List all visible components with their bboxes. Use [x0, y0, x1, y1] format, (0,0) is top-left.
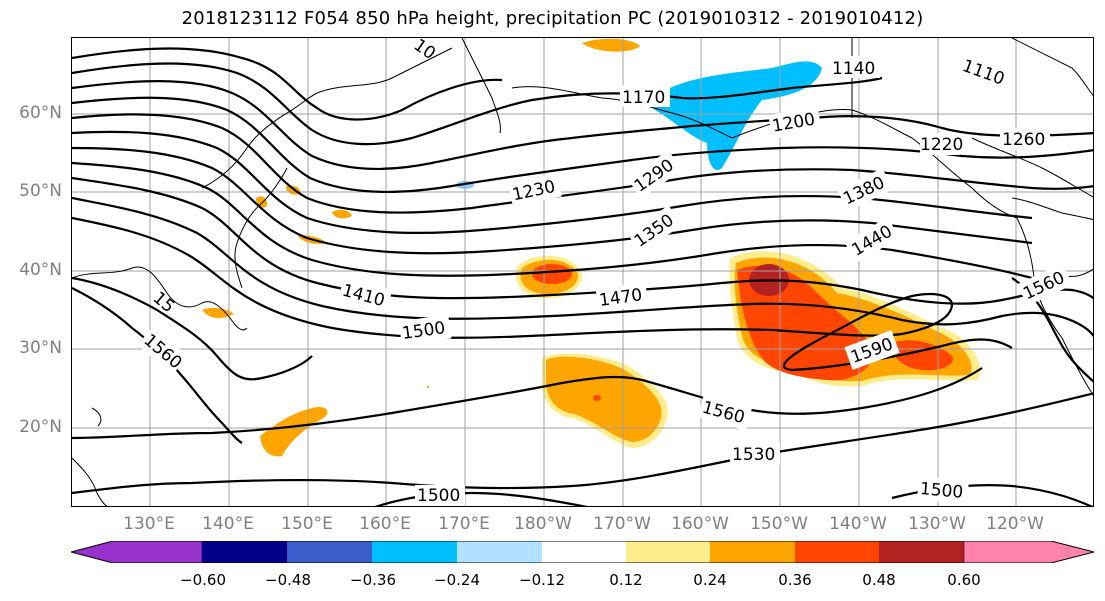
colorbar-swatch: [795, 541, 879, 563]
map-canvas: 1140 1110 1170 1200 1220 1260 1230 1290 …: [72, 38, 1093, 506]
lat-label-20n: 20°N: [19, 417, 62, 437]
lon-label-150w: 150°W: [750, 514, 808, 534]
colorbar-label: −0.24: [434, 571, 480, 589]
lon-label-150e: 150°E: [281, 514, 333, 534]
contour-label: 1500: [417, 486, 460, 506]
colorbar-label: 0.60: [947, 571, 981, 589]
contour-label: 1230: [511, 177, 557, 206]
colorbar-label: −0.12: [519, 571, 565, 589]
colorbar-swatch: [287, 541, 372, 563]
contour-labels: 1140 1110 1170 1200 1220 1260 1230 1290 …: [137, 38, 1073, 506]
colorbar-swatch: [963, 540, 1095, 564]
lon-label-160w: 160°W: [671, 514, 729, 534]
colorbar-swatch: [70, 540, 203, 564]
colorbar-label: −0.60: [180, 571, 226, 589]
lat-label-30n: 30°N: [19, 338, 62, 358]
colorbar-label: 0.48: [862, 571, 896, 589]
lon-label-130w: 130°W: [908, 514, 966, 534]
lon-label-170w: 170°W: [593, 514, 651, 534]
colorbar-swatch: [202, 541, 287, 563]
lon-label-140w: 140°W: [829, 514, 887, 534]
height-contours: [72, 47, 1093, 506]
colorbar-swatch: [457, 541, 542, 563]
lon-label-140e: 140°E: [202, 514, 254, 534]
lon-label-180w: 180°W: [514, 514, 572, 534]
contour-label: 1140: [832, 59, 875, 79]
contour-label: 1530: [732, 445, 775, 465]
colorbar-swatch: [372, 541, 457, 563]
lon-label-160e: 160°E: [359, 514, 411, 534]
map-title: 2018123112 F054 850 hPa height, precipit…: [181, 8, 924, 29]
contour-label: 1170: [622, 88, 665, 108]
colorbar-swatch: [626, 541, 710, 563]
colorbar-swatch: [879, 541, 964, 563]
colorbar-svg: [69, 540, 1095, 564]
contour-label: 1220: [920, 135, 963, 155]
colorbar-label: −0.48: [265, 571, 311, 589]
contour-label: 10: [410, 38, 439, 64]
contour-label: 15: [149, 288, 178, 317]
colorbar-swatch: [710, 541, 795, 563]
map-panel: 1140 1110 1170 1200 1220 1260 1230 1290 …: [71, 37, 1094, 507]
colorbar-label: 0.12: [609, 571, 643, 589]
colorbar: [69, 540, 1095, 564]
contour-label: 1260: [1002, 130, 1045, 150]
lon-label-170e: 170°E: [438, 514, 490, 534]
colorbar-label: −0.36: [350, 571, 396, 589]
colorbar-label: 0.24: [693, 571, 727, 589]
lat-label-60n: 60°N: [19, 103, 62, 123]
colorbar-label: 0.36: [778, 571, 812, 589]
lon-label-120w: 120°W: [986, 514, 1044, 534]
lat-label-40n: 40°N: [19, 260, 62, 280]
lon-label-130e: 130°E: [123, 514, 175, 534]
contour-label: 1500: [919, 479, 964, 503]
colorbar-swatch: [542, 541, 626, 563]
lat-label-50n: 50°N: [19, 181, 62, 201]
